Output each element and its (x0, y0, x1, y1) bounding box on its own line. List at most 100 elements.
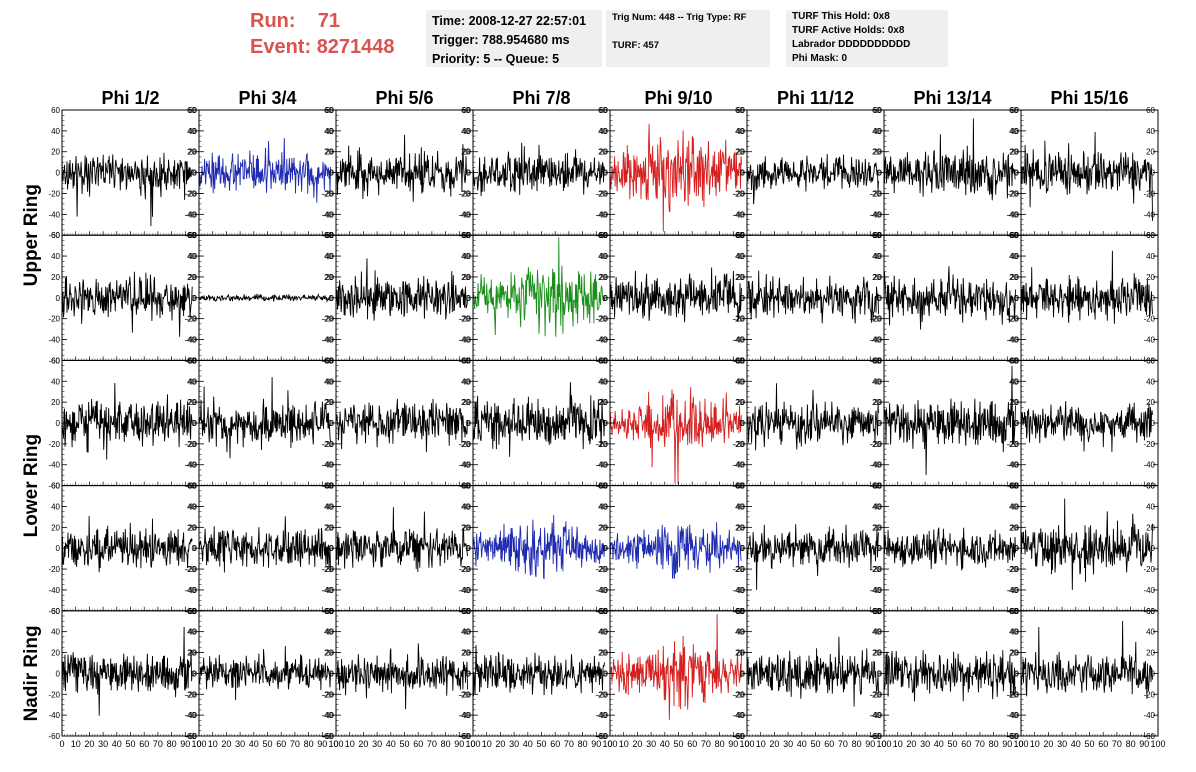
turf-active-holds-text: TURF Active Holds: 0x8 (792, 25, 905, 36)
y-tick-label-left: 40 (51, 127, 60, 136)
y-tick-label-right: 0 (603, 169, 608, 178)
waveform-panel: 60 60 40 40 20 20 0 0 -20 -20 -40 -40 -60 -60 (459, 231, 611, 365)
y-tick-label-right: 20 (872, 273, 881, 282)
waveform-trace (883, 266, 1016, 330)
waveform-trace (746, 153, 879, 205)
y-tick-label-left: 60 (188, 607, 197, 616)
y-tick-label-right: 40 (461, 377, 470, 386)
column-title: Phi 7/8 (512, 88, 570, 108)
x-tick-label: 90 (180, 739, 190, 749)
waveform-panel: 60 60 40 40 20 20 0 0 -20 -20 -40 -40 -60 -60 (596, 231, 748, 365)
x-tick-label: 90 (317, 739, 327, 749)
trig-num-info-box: Trig Num: 448 -- Trig Type: RF TURF: 457 (606, 10, 770, 67)
y-tick-label-left: -60 (870, 607, 882, 616)
y-tick-label-left: -40 (48, 586, 60, 595)
y-tick-label-left: 60 (599, 106, 608, 115)
x-tick-label: 40 (1071, 739, 1081, 749)
y-tick-label-left: -40 (48, 210, 60, 219)
y-tick-label-left: 20 (462, 273, 471, 282)
y-tick-label-right: 20 (1146, 523, 1155, 532)
y-tick-label-right: 60 (187, 482, 196, 491)
y-tick-label-right: -40 (458, 210, 470, 219)
y-tick-label-left: 20 (51, 523, 60, 532)
y-tick-label-left: 0 (878, 669, 883, 678)
waveform-trace (335, 643, 468, 710)
y-tick-label-left: 0 (604, 169, 609, 178)
y-tick-label-left: 40 (736, 628, 745, 637)
y-tick-label-right: 20 (598, 649, 607, 658)
y-tick-label-right: 60 (872, 482, 881, 491)
y-tick-label-left: 40 (51, 377, 60, 386)
y-tick-label-left: 20 (1010, 398, 1019, 407)
y-tick-label-right: 0 (1151, 419, 1156, 428)
y-tick-label-left: 40 (325, 502, 334, 511)
y-tick-label-right: -60 (595, 732, 607, 741)
y-tick-label-left: 20 (873, 148, 882, 157)
y-tick-label-right: -20 (1006, 690, 1018, 699)
x-tick-label: 40 (386, 739, 396, 749)
y-tick-label-left: 0 (878, 544, 883, 553)
x-tick-label: 70 (838, 739, 848, 749)
y-tick-label-right: 40 (1009, 377, 1018, 386)
y-tick-label-left: -20 (322, 189, 334, 198)
y-tick-label-right: -20 (184, 690, 196, 699)
y-tick-label-right: 0 (740, 169, 745, 178)
y-tick-label-left: 60 (736, 231, 745, 240)
y-tick-label-right: -40 (732, 461, 744, 470)
y-tick-label-left: 40 (51, 628, 60, 637)
y-tick-label-right: 20 (461, 148, 470, 157)
y-tick-label-right: -20 (321, 315, 333, 324)
y-tick-label-right: 0 (329, 419, 334, 428)
y-tick-label-right: -20 (1143, 315, 1155, 324)
y-tick-label-left: 40 (462, 127, 471, 136)
x-tick-label: 10 (619, 739, 629, 749)
x-tick-label: 30 (1057, 739, 1067, 749)
y-tick-label-left: 0 (1015, 544, 1020, 553)
y-tick-label-left: 40 (188, 628, 197, 637)
y-tick-label-left: 40 (1010, 252, 1019, 261)
y-tick-label-right: 40 (187, 252, 196, 261)
y-tick-label-left: 40 (325, 127, 334, 136)
y-tick-label-left: -40 (870, 586, 882, 595)
y-tick-label-left: -60 (48, 607, 60, 616)
y-tick-label-right: -20 (595, 690, 607, 699)
y-tick-label-right: 20 (324, 398, 333, 407)
y-tick-label-right: 60 (1009, 482, 1018, 491)
waveform-panel: 60 60 40 40 20 20 0 0 -20 -20 -40 -40 -60 -60 (870, 106, 1022, 240)
y-tick-label-right: 20 (735, 523, 744, 532)
waveform-trace (61, 271, 193, 337)
y-tick-label-left: 60 (462, 482, 471, 491)
x-tick-label: 0 (744, 739, 749, 749)
x-tick-label: 80 (715, 739, 725, 749)
waveform-trace (198, 645, 331, 701)
y-tick-label-right: 40 (1009, 628, 1018, 637)
x-tick-label: 60 (824, 739, 834, 749)
y-tick-label-right: -20 (321, 690, 333, 699)
y-tick-label-right: 60 (324, 607, 333, 616)
y-tick-label-right: -20 (184, 440, 196, 449)
y-tick-label-left: -40 (870, 210, 882, 219)
y-tick-label-left: -20 (459, 189, 471, 198)
y-tick-label-right: -20 (1143, 189, 1155, 198)
waveform-panel: 60 60 40 40 20 20 0 0 -20 -20 -40 -40 -60 -60 (733, 231, 885, 365)
waveform-trace (1020, 131, 1153, 222)
y-tick-label-right: 20 (187, 398, 196, 407)
y-tick-label-right: 20 (324, 148, 333, 157)
x-tick-label: 40 (249, 739, 259, 749)
y-tick-label-right: 60 (1146, 482, 1155, 491)
waveform-trace (609, 614, 742, 720)
y-tick-label-right: -60 (1006, 607, 1018, 616)
y-tick-label-right: 40 (735, 252, 744, 261)
y-tick-label-left: -40 (870, 711, 882, 720)
y-tick-label-right: 60 (598, 607, 607, 616)
y-tick-label-left: 40 (1010, 127, 1019, 136)
x-tick-label: 20 (632, 739, 642, 749)
y-tick-label-left: -40 (870, 336, 882, 345)
y-tick-label-right: 40 (461, 628, 470, 637)
y-tick-label-right: -20 (321, 440, 333, 449)
waveform-trace (746, 270, 879, 324)
y-tick-label-right: 20 (872, 148, 881, 157)
y-tick-label-right: -20 (1143, 565, 1155, 574)
y-tick-label-right: 40 (598, 377, 607, 386)
y-tick-label-right: -20 (869, 440, 881, 449)
